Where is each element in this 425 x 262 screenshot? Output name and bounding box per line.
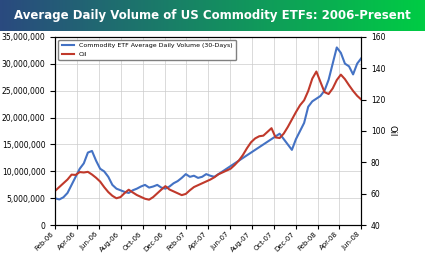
Y-axis label: Oil: Oil — [388, 125, 397, 137]
Legend: Commodity ETF Average Daily Volume (30-Days), Oil: Commodity ETF Average Daily Volume (30-D… — [58, 40, 236, 60]
Text: Average Daily Volume of US Commodity ETFs: 2006-Present: Average Daily Volume of US Commodity ETF… — [14, 9, 411, 22]
